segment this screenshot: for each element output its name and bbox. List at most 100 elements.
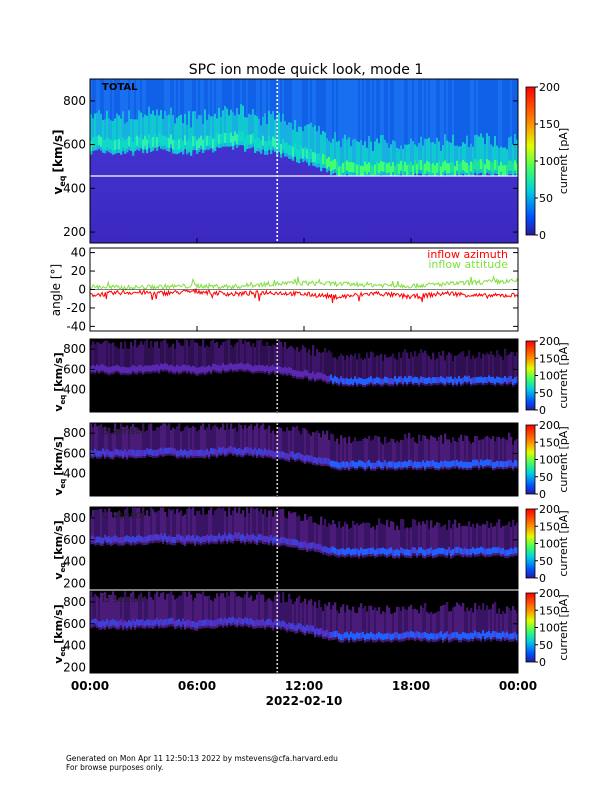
sensor-d-cell bbox=[146, 619, 149, 626]
sensor-d-cell bbox=[336, 610, 339, 640]
sensor-c-cell bbox=[94, 509, 97, 546]
total-cell bbox=[200, 115, 203, 150]
sensor-b-cell bbox=[384, 460, 387, 467]
total-cell bbox=[356, 164, 359, 175]
total-cell bbox=[106, 136, 109, 147]
sensor-a-cell bbox=[304, 347, 307, 378]
sensor-d-cell bbox=[252, 620, 255, 627]
sensor-b-cell bbox=[496, 436, 499, 469]
sensor-c-cell bbox=[324, 519, 327, 555]
sensor-a-cell bbox=[122, 348, 125, 375]
sensor-d-cell bbox=[402, 632, 405, 639]
sensor-b-cell bbox=[114, 423, 117, 458]
sensor-a-cell bbox=[428, 377, 431, 384]
total-cell bbox=[238, 79, 241, 115]
sensor-a-cell bbox=[376, 355, 379, 386]
sensor-b-cell bbox=[486, 459, 489, 466]
total-cell bbox=[240, 131, 243, 142]
sensor-b-cell bbox=[490, 438, 493, 468]
sensor-d-cell bbox=[92, 596, 95, 628]
sensor-d-cell bbox=[358, 632, 361, 639]
sensor-c-cell bbox=[502, 547, 505, 554]
sensor-a-cell bbox=[94, 366, 97, 373]
sensor-d-cell bbox=[344, 632, 347, 639]
sensor-c-cell bbox=[330, 524, 333, 556]
sensor-c-cell bbox=[144, 515, 147, 546]
sensor-b-ylabel: veq[km/s] bbox=[52, 436, 67, 495]
total-cell bbox=[498, 79, 501, 148]
sensor-c-cell bbox=[110, 511, 113, 546]
sensor-c-cell bbox=[248, 513, 251, 544]
sensor-b-cell bbox=[274, 451, 277, 458]
total-cell bbox=[418, 159, 421, 170]
sensor-b-cell bbox=[230, 423, 233, 455]
sensor-b-gap-mark bbox=[276, 443, 279, 445]
sensor-d-cell bbox=[490, 608, 493, 642]
sensor-a-cell bbox=[256, 340, 259, 374]
sensor-d-cell bbox=[410, 630, 413, 637]
sensor-c-cell bbox=[460, 526, 463, 557]
total-cell bbox=[334, 79, 337, 132]
sensor-a-cell bbox=[380, 353, 383, 387]
sensor-d-cell bbox=[208, 595, 211, 629]
sensor-d-cell bbox=[424, 602, 427, 641]
total-cell bbox=[136, 135, 139, 146]
sensor-b-gap-mark bbox=[276, 463, 279, 465]
sensor-d-cell bbox=[426, 611, 429, 642]
sensor-d-cell bbox=[216, 619, 219, 626]
sensor-d-cell bbox=[438, 632, 441, 639]
sensor-b-cell bbox=[348, 436, 351, 471]
sensor-c-cell bbox=[480, 546, 483, 553]
sensor-d-cell bbox=[360, 632, 363, 639]
total-cell bbox=[102, 139, 105, 150]
total-gap-mark bbox=[276, 179, 279, 181]
sensor-b-cell bbox=[140, 430, 143, 458]
sensor-b-cell bbox=[272, 450, 275, 457]
sensor-c-cell bbox=[90, 516, 93, 545]
sensor-b-gap-mark bbox=[276, 483, 279, 485]
total-cell bbox=[386, 163, 389, 174]
total-cell bbox=[286, 142, 289, 153]
sensor-c-cell bbox=[166, 516, 169, 545]
total-cell bbox=[316, 79, 319, 132]
sensor-d-cell bbox=[328, 631, 331, 638]
sensor-b-ytick-label-2: 800 bbox=[63, 426, 86, 440]
total-cell bbox=[308, 79, 311, 125]
sensor-a-cell bbox=[318, 352, 321, 381]
sensor-d-cell bbox=[140, 619, 143, 626]
total-cell bbox=[304, 125, 307, 161]
sensor-b-cell bbox=[318, 433, 321, 465]
sensor-c-cell bbox=[500, 548, 503, 555]
sensor-c-cell bbox=[218, 533, 221, 540]
sensor-d-cell bbox=[160, 618, 163, 625]
total-cell bbox=[396, 147, 399, 176]
sensor-b-cell bbox=[168, 423, 171, 456]
sensor-a-cell bbox=[428, 356, 431, 386]
sensor-d-cell bbox=[398, 633, 401, 640]
sensor-c-cell bbox=[186, 508, 189, 544]
sensor-d-cell bbox=[432, 633, 435, 640]
sensor-c-cell bbox=[234, 507, 237, 541]
sensor-b-cell bbox=[236, 449, 239, 456]
sensor-b-cell bbox=[308, 433, 311, 464]
total-cell bbox=[202, 139, 205, 150]
sensor-d-cell bbox=[414, 632, 417, 639]
sensor-a-cell bbox=[166, 363, 169, 370]
total-gap-mark bbox=[276, 139, 279, 141]
sensor-b-cell bbox=[264, 429, 267, 457]
sensor-b-cell bbox=[328, 458, 331, 465]
sensor-d-gap-mark bbox=[276, 595, 279, 597]
sensor-a-cell bbox=[348, 357, 351, 388]
sensor-a-cell bbox=[246, 363, 249, 370]
sensor-d-cell bbox=[322, 610, 325, 639]
total-cell bbox=[514, 79, 517, 134]
sensor-a-cell bbox=[224, 364, 227, 371]
sensor-d-cell bbox=[320, 628, 323, 635]
sensor-c-cell bbox=[112, 536, 115, 543]
total-cell bbox=[362, 166, 365, 177]
sensor-c-cell bbox=[446, 529, 449, 559]
sensor-c-cell bbox=[314, 522, 317, 552]
sensor-d-gap-mark bbox=[276, 607, 279, 609]
